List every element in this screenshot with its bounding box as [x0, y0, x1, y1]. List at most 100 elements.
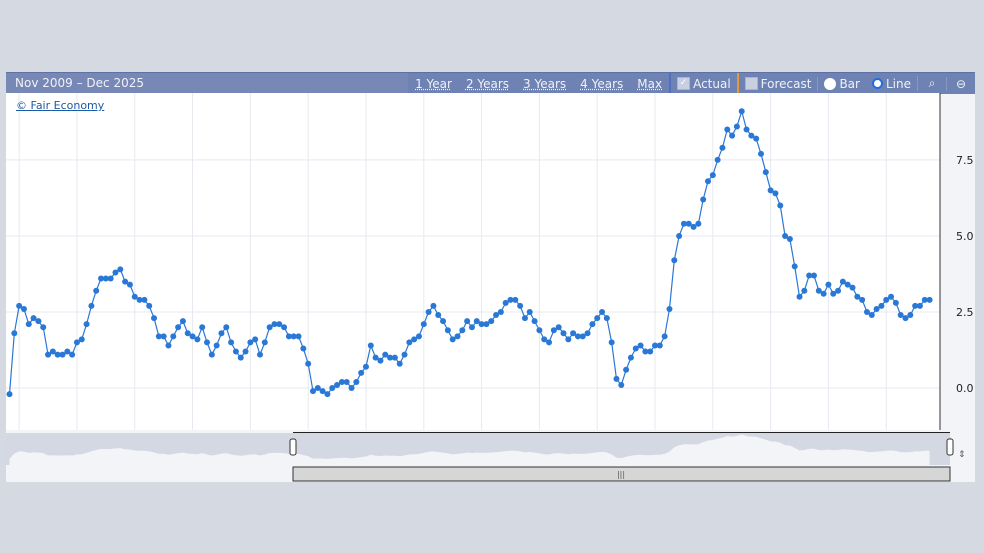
data-point — [11, 330, 18, 337]
data-point — [69, 351, 76, 358]
data-point — [912, 302, 919, 309]
data-point — [550, 327, 557, 334]
forecast-checkbox[interactable]: Forecast — [739, 77, 818, 91]
data-point — [425, 308, 432, 315]
data-point — [266, 324, 273, 331]
line-chart: 2010201120122013201420152016201720182019… — [6, 93, 974, 482]
data-point — [762, 169, 769, 176]
data-point — [440, 318, 447, 325]
data-point — [623, 366, 630, 373]
data-point — [666, 305, 673, 312]
data-point — [305, 360, 312, 367]
range-3-years-button[interactable]: 3 Years — [523, 76, 567, 91]
data-point — [676, 232, 683, 239]
line-label: Line — [885, 76, 911, 91]
data-point — [835, 287, 842, 294]
data-point — [594, 315, 601, 322]
data-point — [733, 123, 740, 130]
data-point — [175, 324, 182, 331]
data-point — [117, 266, 124, 273]
navigator-mask-top — [293, 432, 950, 433]
credit-link[interactable]: © Fair Economy — [16, 99, 105, 112]
scroll-arrows-icon[interactable]: ⇕ — [958, 450, 966, 460]
data-point — [131, 293, 138, 300]
data-point — [348, 385, 355, 392]
data-point — [521, 315, 528, 322]
data-point — [271, 321, 278, 328]
data-point — [242, 348, 249, 355]
data-point — [295, 333, 302, 340]
data-point — [892, 299, 899, 306]
data-point — [661, 333, 668, 340]
range-2-years-button[interactable]: 2 Years — [465, 76, 510, 91]
data-point — [497, 308, 504, 315]
data-point — [232, 348, 239, 355]
data-point — [536, 327, 543, 334]
line-radio[interactable]: Line — [866, 77, 917, 91]
data-point — [916, 302, 923, 309]
data-point — [738, 108, 745, 115]
data-point — [435, 312, 442, 319]
range-max-button[interactable]: Max — [637, 76, 663, 91]
data-point — [204, 339, 211, 346]
bar-label: Bar — [839, 76, 860, 91]
data-point — [656, 342, 663, 349]
data-point — [926, 296, 933, 303]
data-point — [714, 156, 721, 163]
data-point — [146, 302, 153, 309]
data-point — [743, 126, 750, 133]
data-point — [343, 378, 350, 385]
scrollbar-grip-icon[interactable]: ||| — [617, 470, 625, 479]
data-point — [512, 296, 519, 303]
data-point — [88, 302, 95, 309]
data-point — [237, 354, 244, 361]
range-1-year-button[interactable]: 1 Year — [415, 76, 452, 91]
data-point — [801, 287, 808, 294]
data-point — [415, 333, 422, 340]
data-point — [627, 354, 634, 361]
zoom-in-icon[interactable]: ⌕ — [917, 76, 946, 91]
data-point — [868, 312, 875, 319]
data-point — [767, 187, 774, 194]
data-point — [444, 327, 451, 334]
data-point — [888, 293, 895, 300]
data-point — [257, 351, 264, 358]
data-point — [454, 333, 461, 340]
data-point — [464, 318, 471, 325]
data-point — [112, 269, 119, 276]
data-point — [189, 333, 196, 340]
data-point — [709, 172, 716, 179]
navigator-right-handle[interactable] — [946, 438, 954, 456]
data-point — [334, 381, 341, 388]
y-tick-label: 2.5 — [956, 306, 974, 319]
bar-radio[interactable]: Bar — [817, 76, 866, 91]
radio-icon — [824, 77, 837, 90]
data-point — [632, 345, 639, 352]
data-point — [126, 281, 133, 288]
navigator-series-area — [9, 434, 930, 465]
data-point — [300, 345, 307, 352]
data-point — [863, 308, 870, 315]
data-point — [531, 318, 538, 325]
data-point — [35, 318, 42, 325]
data-point — [338, 378, 345, 385]
y-tick-label: 0.0 — [956, 382, 974, 395]
data-point — [791, 263, 798, 270]
data-point — [281, 324, 288, 331]
data-point — [478, 321, 485, 328]
data-point — [921, 296, 928, 303]
data-point — [546, 339, 553, 346]
data-point — [285, 333, 292, 340]
data-point — [483, 321, 490, 328]
data-point — [584, 330, 591, 337]
zoom-out-icon[interactable]: ⊖ — [946, 76, 975, 91]
data-point — [430, 302, 437, 309]
data-point — [815, 287, 822, 294]
range-4-years-button[interactable]: 4 Years — [580, 76, 624, 91]
data-point — [902, 315, 909, 322]
actual-checkbox[interactable]: ✓ Actual — [671, 77, 737, 91]
navigator-left-handle[interactable] — [289, 438, 297, 456]
data-point — [83, 321, 90, 328]
data-point — [796, 293, 803, 300]
data-point — [599, 308, 606, 315]
